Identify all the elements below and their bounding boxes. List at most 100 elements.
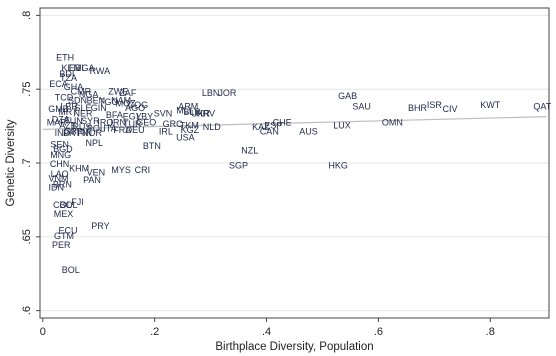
point-label: TUR	[123, 119, 142, 129]
point-label: SVN	[154, 109, 173, 119]
point-label: SGP	[229, 160, 248, 170]
point-label: GAB	[338, 91, 357, 101]
point-label: ECU	[58, 225, 77, 235]
point-label: CHN	[50, 159, 70, 169]
point-label: ERI	[69, 63, 84, 73]
point-label: SEN	[50, 140, 69, 150]
point-label: IDN	[48, 182, 64, 192]
point-label: NPL	[85, 138, 103, 148]
point-label: ZAF	[119, 88, 137, 98]
point-label: ITA	[103, 123, 116, 133]
point-label: KEN	[62, 63, 81, 73]
point-label: NER	[74, 109, 94, 119]
point-label: GBR	[64, 126, 84, 136]
point-label: POL	[87, 123, 105, 133]
point-label: BRN	[53, 180, 72, 190]
y-tick-label: .65	[21, 229, 33, 244]
point-label: NAM	[111, 95, 131, 105]
point-label: SYR	[81, 116, 100, 126]
point-label: USA	[176, 132, 195, 142]
point-label: GRC	[163, 119, 184, 129]
point-label: QAT	[533, 101, 551, 111]
point-label: LBN	[202, 88, 220, 98]
point-label: IRN	[111, 118, 127, 128]
point-label: ARM	[178, 101, 198, 111]
y-axis-title: Genetic Diversity	[5, 119, 17, 206]
point-label: ISR	[427, 100, 443, 110]
point-label: CMR	[71, 87, 92, 97]
point-label: EGY	[123, 112, 142, 122]
point-label: TGO	[99, 97, 119, 107]
x-axis-title: Birthplace Diversity, Population	[215, 341, 373, 353]
point-label: PRT	[63, 128, 81, 138]
point-label: GHA	[64, 82, 84, 92]
point-label: ECA	[49, 79, 68, 89]
point-label: OMN	[382, 118, 403, 128]
point-label: SDN	[68, 95, 87, 105]
point-label: COL	[53, 200, 72, 210]
point-label: MNG	[50, 150, 71, 160]
point-label: PAN	[83, 175, 101, 185]
y-tick-label: .8	[21, 11, 33, 20]
point-label: VNM	[48, 174, 68, 184]
point-label: BTN	[143, 141, 161, 151]
point-label: TKM	[180, 120, 199, 130]
point-label: SLE	[75, 103, 92, 113]
point-label: BOL	[60, 200, 78, 210]
fit-line	[42, 116, 547, 130]
point-label: GEO	[136, 118, 156, 128]
point-label: PER	[52, 240, 71, 250]
point-label: PRY	[91, 221, 109, 231]
point-label: AUS	[299, 126, 318, 136]
point-label: NLD	[203, 122, 222, 132]
gridlines	[40, 14, 549, 312]
point-label: BLR	[183, 107, 201, 117]
point-label: TZA	[60, 73, 77, 83]
point-label: BFA	[106, 110, 123, 120]
point-label: GTM	[54, 231, 74, 241]
point-label: MRT	[58, 107, 78, 117]
y-tick-label: .7	[21, 158, 33, 167]
point-label: COG	[128, 100, 149, 110]
point-label: LUX	[333, 120, 351, 130]
point-label: CRI	[135, 165, 151, 175]
point-label: BDI	[59, 69, 74, 79]
x-tick-label: 0	[40, 326, 46, 338]
x-tick-label: .6	[374, 326, 383, 338]
point-label: UKR	[191, 109, 211, 119]
point-label: BGD	[53, 144, 73, 154]
point-label: BHR	[408, 103, 428, 113]
point-label: ETH	[56, 53, 74, 63]
point-label: LBY	[136, 112, 153, 122]
point-label: SAU	[352, 101, 371, 111]
y-tick-label: .6	[21, 306, 33, 315]
point-label: RUS	[72, 122, 91, 132]
point-label: MAR	[47, 118, 68, 128]
point-label: FIN	[77, 128, 92, 138]
point-label: VEN	[87, 168, 106, 178]
point-label: CAN	[260, 126, 279, 136]
point-label: MLI	[176, 106, 191, 116]
point-label: HKG	[328, 160, 348, 170]
point-label: MEX	[54, 209, 74, 219]
point-label: IRQ	[97, 118, 113, 128]
point-label: KGZ	[181, 125, 200, 135]
point-label: MOZ	[116, 98, 136, 108]
point-label: JOR	[218, 88, 237, 98]
point-label: KHM	[69, 163, 89, 173]
point-label: ESP	[264, 120, 282, 130]
point-label: BEN	[87, 95, 106, 105]
point-label: TUN	[64, 116, 83, 126]
point-label: DEU	[126, 125, 145, 135]
point-label: LAO	[51, 169, 69, 179]
point-label: HRV	[196, 109, 215, 119]
point-label: IRL	[159, 126, 173, 136]
point-label: FRA	[113, 125, 131, 135]
point-label: MYS	[111, 165, 131, 175]
point-label: NOR	[82, 128, 103, 138]
point-label: UGA	[75, 63, 95, 73]
point-label: CHE	[273, 118, 292, 128]
point-label: TCD	[55, 92, 74, 102]
